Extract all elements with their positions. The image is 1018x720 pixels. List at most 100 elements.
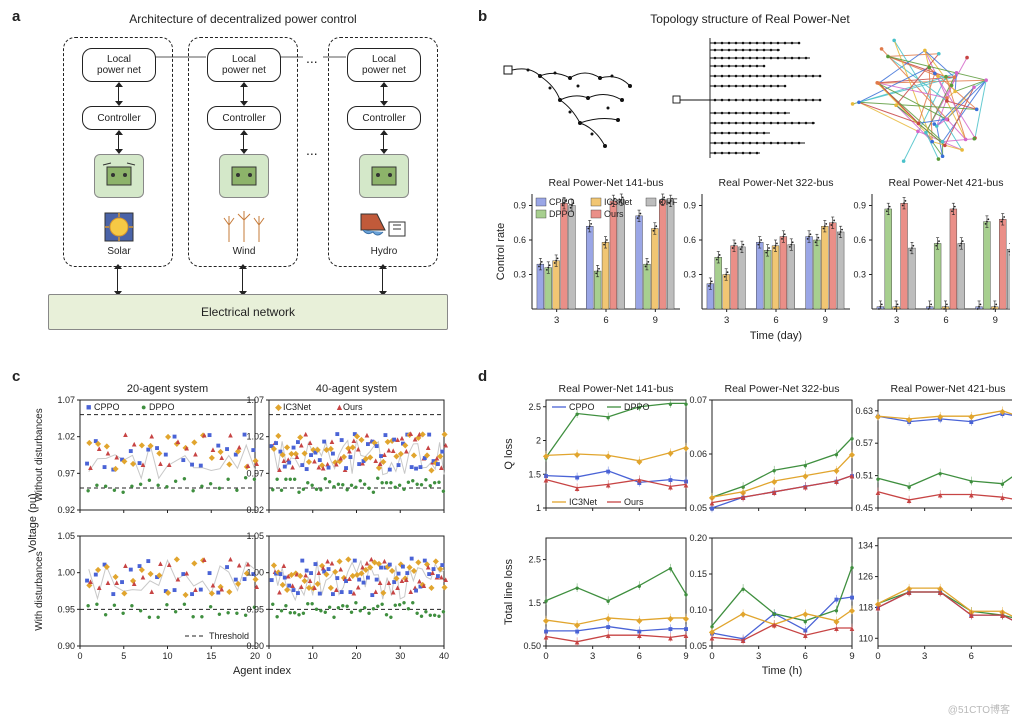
svg-text:▲: ▲ [95, 583, 103, 592]
svg-text:9: 9 [823, 315, 828, 326]
svg-text:Agent index: Agent index [233, 665, 292, 677]
svg-text:1.07: 1.07 [57, 395, 75, 405]
svg-text:●: ● [86, 601, 91, 610]
svg-text:0.3: 0.3 [853, 270, 866, 280]
svg-text:◆: ◆ [156, 449, 163, 458]
svg-text:0.10: 0.10 [689, 605, 707, 615]
svg-text:●: ● [270, 485, 275, 494]
svg-text:0.92: 0.92 [246, 505, 264, 515]
svg-text:◆: ◆ [411, 566, 418, 575]
svg-text:▲: ▲ [420, 581, 428, 590]
svg-text:◆: ◆ [415, 557, 422, 566]
panel-b-bars: Real Power-Net 141-bus0.30.60.9369Real P… [490, 176, 1010, 356]
col-wind: Local power net Controller Wind [188, 37, 298, 267]
svg-text:▲: ▲ [302, 429, 310, 438]
svg-text:Time (day): Time (day) [750, 330, 802, 342]
svg-text:◆: ◆ [574, 620, 581, 629]
svg-text:●: ● [95, 480, 100, 489]
svg-text:9: 9 [849, 651, 854, 662]
svg-text:6: 6 [943, 315, 948, 326]
svg-text:134: 134 [858, 541, 873, 551]
svg-text:118: 118 [859, 602, 873, 612]
svg-text:Real Power-Net 322-bus: Real Power-Net 322-bus [719, 177, 834, 189]
svg-text:●: ● [191, 612, 196, 621]
svg-text:Real Power-Net 141-bus: Real Power-Net 141-bus [559, 383, 674, 395]
svg-text:◆: ◆ [275, 402, 282, 412]
svg-text:●: ● [301, 609, 306, 618]
topology-322 [670, 28, 830, 168]
svg-text:0.90: 0.90 [57, 641, 75, 651]
svg-text:◆: ◆ [667, 614, 674, 623]
svg-text:1.02: 1.02 [57, 432, 75, 442]
svg-text:▲: ▲ [293, 452, 301, 461]
svg-text:■: ■ [86, 402, 91, 412]
svg-text:●: ● [441, 607, 446, 616]
svg-text:■: ■ [317, 589, 322, 598]
svg-text:0.95: 0.95 [57, 604, 75, 614]
svg-text:DPPO: DPPO [549, 209, 575, 219]
svg-text:●: ● [182, 474, 187, 483]
svg-text:▲: ▲ [200, 555, 208, 564]
svg-text:6: 6 [603, 315, 608, 326]
svg-text:▲: ▲ [372, 587, 380, 596]
svg-text:Threshold: Threshold [209, 631, 249, 641]
svg-text:◆: ◆ [104, 562, 111, 571]
svg-text:●: ● [191, 486, 196, 495]
svg-text:■: ■ [225, 445, 230, 454]
svg-text:●: ● [235, 609, 240, 618]
svg-text:●: ● [182, 600, 187, 609]
panel-c-label: c [12, 368, 20, 385]
col-solar: Local power net Controller Solar [63, 37, 173, 267]
svg-text:0: 0 [875, 651, 880, 662]
svg-text:0: 0 [77, 651, 82, 661]
svg-text:▲: ▲ [253, 459, 261, 468]
svg-text:●: ● [235, 486, 240, 495]
svg-text:Without disturbances: Without disturbances [34, 408, 45, 501]
panel-a-label: a [12, 8, 20, 25]
svg-text:◆: ◆ [683, 614, 690, 623]
panel-c: 0.920.971.021.07■●◆▲■●◆▲■●◆▲■●◆▲■●◆▲■●◆▲… [22, 378, 472, 708]
svg-text:3: 3 [894, 315, 899, 326]
svg-text:●: ● [141, 402, 146, 412]
panel-d: 11.522.5■■■■■■●●●●●●◆◆◆◆◆◆▲▲▲▲▲▲Real Pow… [496, 378, 1012, 708]
svg-text:●: ● [389, 613, 394, 622]
svg-text:2.5: 2.5 [528, 402, 541, 412]
svg-text:●: ● [138, 606, 143, 615]
svg-text:3: 3 [590, 651, 595, 662]
svg-text:◆: ◆ [235, 579, 242, 588]
svg-text:◆: ◆ [130, 459, 137, 468]
svg-text:0: 0 [266, 651, 271, 661]
svg-text:5: 5 [121, 651, 126, 661]
svg-text:●: ● [441, 487, 446, 496]
svg-text:■: ■ [128, 565, 133, 574]
svg-text:◆: ◆ [380, 588, 387, 597]
svg-text:▲: ▲ [442, 440, 450, 449]
svg-text:▲: ▲ [148, 587, 156, 596]
svg-text:■: ■ [344, 464, 349, 473]
svg-text:▲: ▲ [442, 575, 450, 584]
svg-text:◆: ◆ [226, 460, 233, 469]
controller-box: Controller [82, 106, 156, 130]
svg-text:▲: ▲ [165, 460, 173, 469]
agent-icon [94, 154, 144, 198]
svg-text:●: ● [437, 478, 442, 487]
svg-text:●: ● [270, 600, 275, 609]
panel-d-label: d [478, 368, 487, 385]
svg-text:0.90: 0.90 [246, 641, 264, 651]
svg-text:●: ● [327, 602, 332, 611]
svg-text:6: 6 [969, 651, 974, 662]
svg-text:◆: ◆ [849, 606, 856, 615]
svg-text:●: ● [138, 479, 143, 488]
svg-text:◆: ◆ [315, 579, 322, 588]
svg-text:0.6: 0.6 [683, 235, 696, 245]
svg-text:●: ● [130, 601, 135, 610]
svg-text:1.5: 1.5 [528, 598, 541, 608]
svg-text:●: ● [380, 600, 385, 609]
svg-text:◆: ◆ [226, 587, 233, 596]
svg-text:●: ● [112, 601, 117, 610]
svg-text:▲: ▲ [86, 463, 94, 472]
svg-text:0.05: 0.05 [689, 503, 707, 513]
svg-text:1.00: 1.00 [246, 568, 264, 578]
svg-text:■: ■ [409, 554, 414, 563]
svg-text:◆: ◆ [636, 616, 643, 625]
